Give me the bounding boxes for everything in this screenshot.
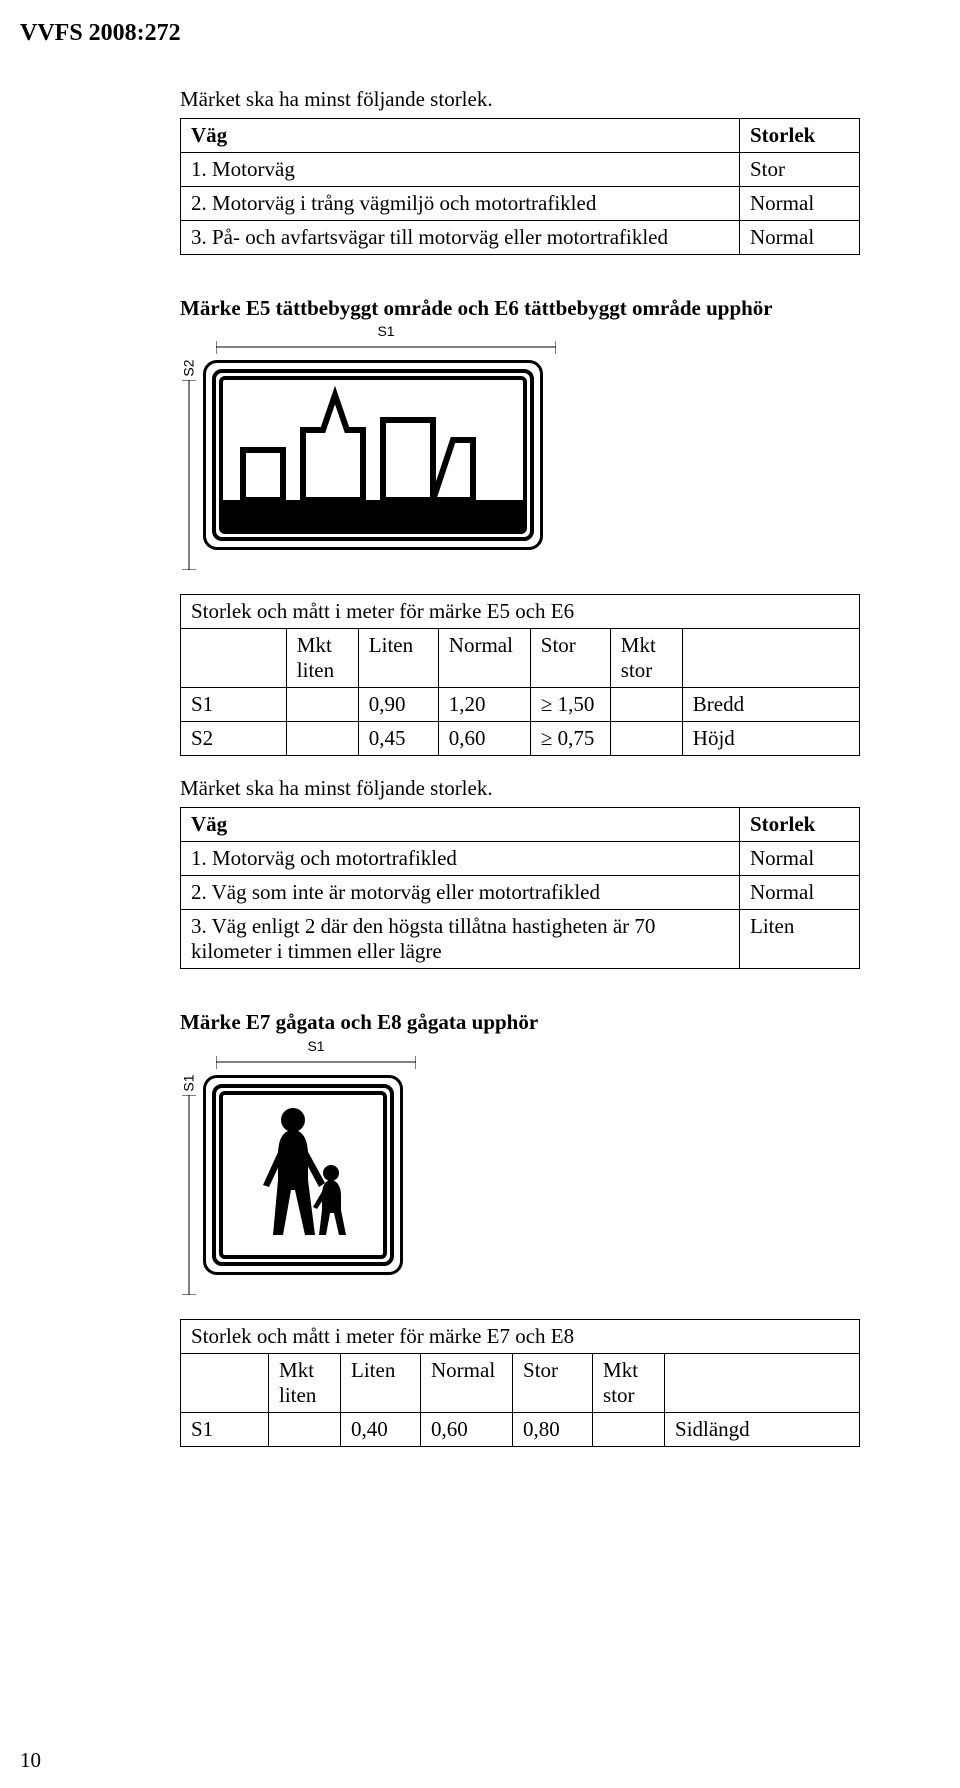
cell-size: Normal	[740, 876, 860, 910]
dim-bracket-horizontal	[216, 1056, 416, 1070]
cell-size: Stor	[740, 153, 860, 187]
cell	[593, 1412, 665, 1446]
block1-intro: Märket ska ha minst följande storlek.	[180, 87, 860, 112]
table-row: 3. På- och avfartsvägar till motorväg el…	[181, 221, 860, 255]
dim-bracket-vertical	[182, 380, 196, 570]
table-title: Storlek och mått i meter för märke E7 oc…	[181, 1319, 860, 1353]
cell-text: 3. På- och avfartsvägar till motorväg el…	[181, 221, 740, 255]
cell: 0,60	[438, 722, 530, 756]
block2-vs-intro: Märket ska ha minst följande storlek.	[180, 776, 860, 801]
cell: 0,40	[341, 1412, 421, 1446]
cell-size: Normal	[740, 187, 860, 221]
dim-label-s1: S1	[377, 323, 394, 339]
col-hdr: Mktliten	[286, 629, 358, 688]
cell: 1,20	[438, 688, 530, 722]
cell-unit: Höjd	[682, 722, 859, 756]
col-hdr: Liten	[341, 1353, 421, 1412]
cell-text: 3. Väg enligt 2 där den högsta tillåtna …	[181, 910, 740, 969]
table-row: 2. Motorväg i trång vägmiljö och motortr…	[181, 187, 860, 221]
cell: ≥ 1,50	[530, 688, 610, 722]
cell: 0,80	[513, 1412, 593, 1446]
col-hdr	[665, 1353, 860, 1412]
cell	[286, 688, 358, 722]
cell-unit: Sidlängd	[665, 1412, 860, 1446]
th-vag: Väg	[181, 119, 740, 153]
block1-table: Väg Storlek 1. Motorväg Stor 2. Motorväg…	[180, 118, 860, 255]
cell: 0,45	[358, 722, 438, 756]
cell: 0,60	[421, 1412, 513, 1446]
page-number: 10	[20, 1748, 41, 1773]
cell-text: 2. Motorväg i trång vägmiljö och motortr…	[181, 187, 740, 221]
cell	[610, 722, 682, 756]
table-row: 2. Väg som inte är motorväg eller motort…	[181, 876, 860, 910]
row-label: S1	[181, 688, 287, 722]
table-row: S1 0,40 0,60 0,80 Sidlängd	[181, 1412, 860, 1446]
dim-bracket-horizontal	[216, 341, 556, 355]
row-label: S2	[181, 722, 287, 756]
block2-data-table: Storlek och mått i meter för märke E5 oc…	[180, 594, 860, 756]
cell-text: 1. Motorväg	[181, 153, 740, 187]
col-hdr: Stor	[513, 1353, 593, 1412]
e7-figure: S1 S1	[180, 1038, 860, 1295]
block2-heading: Märke E5 tättbebyggt område och E6 tättb…	[180, 295, 860, 321]
cell	[269, 1412, 341, 1446]
cell-text: 1. Motorväg och motortrafikled	[181, 842, 740, 876]
col-hdr: Mktstor	[593, 1353, 665, 1412]
e7-sign	[203, 1075, 403, 1275]
cell: ≥ 0,75	[530, 722, 610, 756]
dim-label-s2: S2	[181, 360, 197, 377]
block2-vs-table: Väg Storlek 1. Motorväg och motortrafikl…	[180, 807, 860, 969]
table-row: 1. Motorväg Stor	[181, 153, 860, 187]
block3-data-table: Storlek och mått i meter för märke E7 oc…	[180, 1319, 860, 1447]
table-title: Storlek och mått i meter för märke E5 oc…	[181, 595, 860, 629]
cell-size: Normal	[740, 842, 860, 876]
e5-figure: S1 S2	[180, 323, 860, 570]
pedestrian-icon	[223, 1095, 383, 1255]
cell-size: Normal	[740, 221, 860, 255]
row-label: S1	[181, 1412, 269, 1446]
e5-sign	[203, 360, 543, 550]
th-storlek: Storlek	[740, 808, 860, 842]
dim-label-s1-v: S1	[181, 1074, 197, 1091]
cell	[286, 722, 358, 756]
col-hdr	[682, 629, 859, 688]
cell-unit: Bredd	[682, 688, 859, 722]
cell	[610, 688, 682, 722]
table-header-row: Mktliten Liten Normal Stor Mktstor	[181, 629, 860, 688]
col-hdr: Stor	[530, 629, 610, 688]
table-row: 3. Väg enligt 2 där den högsta tillåtna …	[181, 910, 860, 969]
dim-label-s1: S1	[307, 1038, 324, 1054]
cell-text: 2. Väg som inte är motorväg eller motort…	[181, 876, 740, 910]
cell-size: Liten	[740, 910, 860, 969]
col-hdr: Normal	[421, 1353, 513, 1412]
col-hdr: Mktstor	[610, 629, 682, 688]
th-storlek: Storlek	[740, 119, 860, 153]
table-row: S1 0,90 1,20 ≥ 1,50 Bredd	[181, 688, 860, 722]
table-header-row: Mktliten Liten Normal Stor Mktstor	[181, 1353, 860, 1412]
table-row: S2 0,45 0,60 ≥ 0,75 Höjd	[181, 722, 860, 756]
col-hdr: Mktliten	[269, 1353, 341, 1412]
block3-heading: Märke E7 gågata och E8 gågata upphör	[180, 1009, 860, 1035]
col-hdr: Liten	[358, 629, 438, 688]
th-vag: Väg	[181, 808, 740, 842]
table-row: 1. Motorväg och motortrafikled Normal	[181, 842, 860, 876]
skyline-icon	[223, 380, 523, 530]
col-hdr: Normal	[438, 629, 530, 688]
dim-bracket-vertical	[182, 1095, 196, 1295]
doc-header: VVFS 2008:272	[20, 20, 860, 47]
cell: 0,90	[358, 688, 438, 722]
